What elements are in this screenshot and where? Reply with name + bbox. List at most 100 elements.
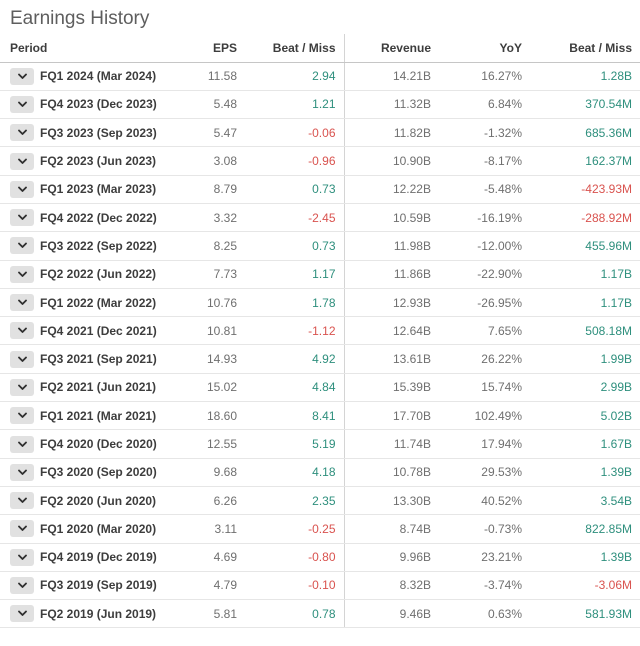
chevron-down-icon [17,497,27,504]
revenue-beat-miss-value: 455.96M [530,231,640,261]
table-row: FQ4 2021 (Dec 2021) 10.81 -1.12 12.64B 7… [0,316,640,346]
eps-value: 12.55 [200,429,245,459]
period-label: FQ1 2020 (Mar 2020) [40,521,157,536]
period-cell: FQ1 2022 (Mar 2022) [0,294,200,312]
expand-row-button[interactable] [10,605,34,623]
eps-beat-miss-value: 4.18 [245,458,344,487]
period-cell: FQ1 2020 (Mar 2020) [0,520,200,538]
expand-row-button[interactable] [10,67,34,85]
eps-value: 7.73 [200,260,245,289]
expand-row-button[interactable] [10,95,34,113]
expand-row-button[interactable] [10,378,34,396]
table-row: FQ4 2019 (Dec 2019) 4.69 -0.80 9.96B 23.… [0,543,640,572]
yoy-value: 26.22% [439,344,530,374]
revenue-value: 14.21B [343,62,439,91]
period-cell: FQ2 2021 (Jun 2021) [0,378,200,396]
yoy-value: -26.95% [439,288,530,318]
expand-row-button[interactable] [10,237,34,255]
table-row: FQ4 2020 (Dec 2020) 12.55 5.19 11.74B 17… [0,429,640,459]
period-cell: FQ4 2019 (Dec 2019) [0,548,200,566]
eps-value: 8.79 [200,175,245,204]
expand-row-button[interactable] [10,463,34,481]
revenue-beat-miss-value: 1.17B [530,288,640,318]
eps-value: 3.32 [200,203,245,233]
yoy-value: -1.32% [439,118,530,148]
period-label: FQ3 2022 (Sep 2022) [40,238,157,253]
revenue-beat-miss-value: 1.39B [530,458,640,487]
period-label: FQ4 2023 (Dec 2023) [40,97,157,112]
period-label: FQ3 2019 (Sep 2019) [40,578,157,593]
yoy-value: 17.94% [439,429,530,459]
expand-row-button[interactable] [10,209,34,227]
table-row: FQ1 2022 (Mar 2022) 10.76 1.78 12.93B -2… [0,288,640,318]
eps-value: 11.58 [200,62,245,91]
eps-beat-miss-value: 8.41 [245,401,344,431]
expand-row-button[interactable] [10,265,34,283]
period-cell: FQ2 2019 (Jun 2019) [0,605,200,623]
expand-row-button[interactable] [10,294,34,312]
eps-value: 3.08 [200,146,245,176]
title-area: Earnings History [0,0,640,34]
revenue-beat-miss-value: 1.67B [530,429,640,459]
revenue-beat-miss-value: 508.18M [530,316,640,346]
expand-row-button[interactable] [10,180,34,198]
revenue-value: 12.22B [343,175,439,204]
yoy-value: 40.52% [439,486,530,516]
expand-row-button[interactable] [10,124,34,142]
yoy-value: 15.74% [439,373,530,403]
period-label: FQ1 2024 (Mar 2024) [40,69,157,84]
chevron-down-icon [17,610,27,617]
revenue-value: 8.32B [343,571,439,601]
period-cell: FQ3 2023 (Sep 2023) [0,124,200,142]
expand-row-button[interactable] [10,152,34,170]
period-label: FQ1 2021 (Mar 2021) [40,408,157,423]
period-label: FQ4 2022 (Dec 2022) [40,210,157,225]
expand-row-button[interactable] [10,492,34,510]
revenue-value: 11.32B [343,90,439,120]
revenue-value: 13.30B [343,486,439,516]
chevron-down-icon [17,73,27,80]
yoy-value: 7.65% [439,316,530,346]
period-cell: FQ3 2019 (Sep 2019) [0,576,200,594]
revenue-beat-miss-value: 1.28B [530,62,640,91]
period-cell: FQ2 2020 (Jun 2020) [0,492,200,510]
table-header-row: Period EPS Beat / Miss Revenue YoY Beat … [0,34,640,63]
yoy-value: 16.27% [439,62,530,91]
period-cell: FQ4 2020 (Dec 2020) [0,435,200,453]
yoy-value: -3.74% [439,571,530,601]
expand-row-button[interactable] [10,435,34,453]
chevron-down-icon [17,384,27,391]
expand-row-button[interactable] [10,350,34,368]
expand-row-button[interactable] [10,322,34,340]
eps-beat-miss-value: 1.78 [245,288,344,318]
period-label: FQ2 2020 (Jun 2020) [40,493,157,508]
period-label: FQ2 2022 (Jun 2022) [40,267,157,282]
chevron-down-icon [17,214,27,221]
yoy-value: 6.84% [439,90,530,120]
eps-value: 14.93 [200,344,245,374]
eps-beat-miss-value: -0.06 [245,118,344,148]
expand-row-button[interactable] [10,548,34,566]
revenue-value: 10.78B [343,458,439,487]
period-label: FQ4 2021 (Dec 2021) [40,323,157,338]
eps-beat-miss-value: 4.92 [245,344,344,374]
eps-beat-miss-value: -2.45 [245,203,344,233]
earnings-history-table: Period EPS Beat / Miss Revenue YoY Beat … [0,34,640,629]
period-cell: FQ3 2022 (Sep 2022) [0,237,200,255]
period-label: FQ1 2023 (Mar 2023) [40,182,157,197]
table-row: FQ2 2020 (Jun 2020) 6.26 2.35 13.30B 40.… [0,486,640,516]
chevron-down-icon [17,441,27,448]
eps-value: 4.69 [200,543,245,572]
eps-value: 8.25 [200,231,245,261]
table-row: FQ1 2020 (Mar 2020) 3.11 -0.25 8.74B -0.… [0,514,640,544]
table-row: FQ3 2022 (Sep 2022) 8.25 0.73 11.98B -12… [0,231,640,261]
revenue-value: 12.93B [343,288,439,318]
expand-row-button[interactable] [10,520,34,538]
table-row: FQ2 2019 (Jun 2019) 5.81 0.78 9.46B 0.63… [0,599,640,629]
eps-beat-miss-value: -0.25 [245,514,344,544]
column-header-revenue-beat-miss: Beat / Miss [530,34,640,63]
expand-row-button[interactable] [10,576,34,594]
table-row: FQ4 2022 (Dec 2022) 3.32 -2.45 10.59B -1… [0,203,640,233]
expand-row-button[interactable] [10,407,34,425]
eps-beat-miss-value: 1.17 [245,260,344,289]
